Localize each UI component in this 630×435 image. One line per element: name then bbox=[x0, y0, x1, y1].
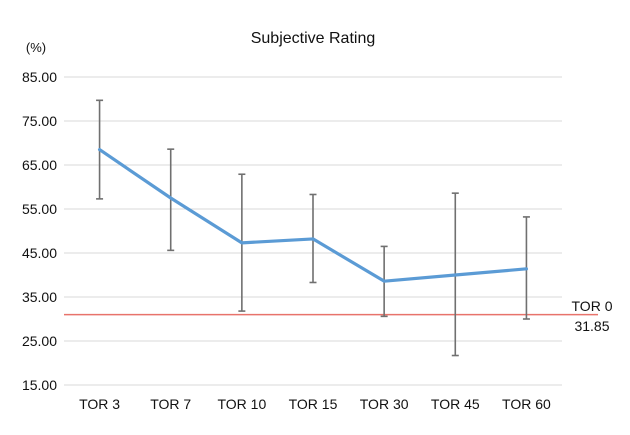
y-tick-label: 35.00 bbox=[22, 289, 57, 305]
reference-line-value-label: 31.85 bbox=[574, 318, 609, 334]
y-tick-label: 55.00 bbox=[22, 201, 57, 217]
y-tick-label: 25.00 bbox=[22, 333, 57, 349]
series-line bbox=[97, 148, 529, 283]
y-tick-label: 85.00 bbox=[22, 69, 57, 85]
y-tick-labels: 85.00 75.00 65.00 55.00 45.00 35.00 25.00 15.00 bbox=[22, 69, 57, 393]
error-bars bbox=[96, 99, 530, 357]
x-tick-labels: TOR 3 TOR 7 TOR 10 TOR 15 TOR 30 TOR 45 TOR 60 bbox=[79, 396, 551, 412]
reference-line-label: TOR 0 bbox=[572, 298, 613, 314]
chart-title: Subjective Rating bbox=[251, 30, 376, 47]
x-tick-label: TOR 30 bbox=[360, 396, 409, 412]
x-tick-label: TOR 10 bbox=[217, 396, 266, 412]
y-tick-label: 45.00 bbox=[22, 245, 57, 261]
y-tick-label: 75.00 bbox=[22, 113, 57, 129]
x-tick-label: TOR 60 bbox=[502, 396, 551, 412]
y-tick-label: 15.00 bbox=[22, 377, 57, 393]
x-tick-label: TOR 15 bbox=[289, 396, 338, 412]
y-tick-label: 65.00 bbox=[22, 157, 57, 173]
x-tick-label: TOR 3 bbox=[79, 396, 120, 412]
x-tick-label: TOR 45 bbox=[431, 396, 480, 412]
y-axis-label: (%) bbox=[26, 40, 46, 55]
x-tick-label: TOR 7 bbox=[150, 396, 191, 412]
